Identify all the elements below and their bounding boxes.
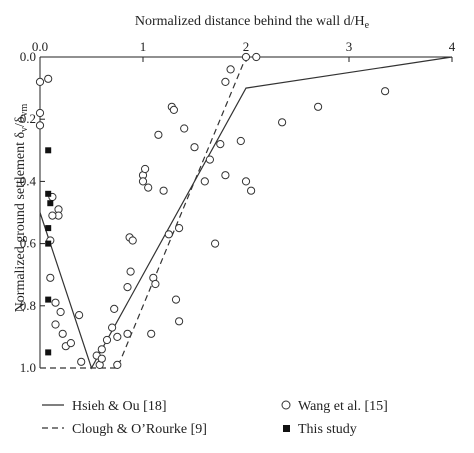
y-tick-label: 1.0: [20, 360, 36, 375]
y-tick-label: 0.2: [20, 111, 36, 126]
x-tick-label: 4: [449, 39, 456, 54]
x-tick-label: 2: [243, 39, 250, 54]
data-point-wang-et-al-15: [46, 273, 55, 282]
data-point-wang-et-al-15: [141, 164, 150, 174]
legend-label-this-study: This study: [298, 422, 357, 437]
data-point-wang-et-al-15: [48, 211, 57, 220]
data-point-wang-et-al-15: [252, 52, 261, 62]
data-point-wang-et-al-15: [138, 177, 148, 186]
data-point-wang-et-al-15: [123, 283, 132, 292]
data-point-wang-et-al-15: [247, 186, 256, 195]
data-point-wang-et-al-15: [51, 298, 60, 307]
series-line-hsieh-ou-18: [39, 56, 453, 370]
data-point-wang-et-al-15: [58, 329, 67, 338]
y-tick-label: 0.4: [20, 173, 37, 188]
x-tick-label: 3: [346, 39, 353, 54]
legend-label-wang-et-al-15: Wang et al. [15]: [298, 399, 388, 414]
data-point-wang-et-al-15: [151, 279, 160, 289]
data-point-wang-et-al-15: [128, 236, 137, 245]
data-point-wang-et-al-15: [35, 77, 45, 87]
data-point-wang-et-al-15: [44, 74, 53, 83]
legend-swatch-this-study: [283, 425, 290, 432]
data-point-wang-et-al-15: [226, 65, 235, 74]
data-point-wang-et-al-15: [147, 329, 156, 338]
data-point-wang-et-al-15: [175, 317, 184, 326]
data-point-this-study: [45, 296, 52, 303]
x-tick-label: 1: [140, 39, 147, 54]
data-point-wang-et-al-15: [35, 121, 45, 130]
data-point-wang-et-al-15: [221, 77, 230, 87]
data-point-wang-et-al-15: [221, 171, 230, 180]
y-axis-title-mid: /δ: [13, 116, 28, 127]
data-point-wang-et-al-15: [126, 267, 135, 276]
data-point-wang-et-al-15: [278, 118, 287, 127]
y-tick-label: 0.6: [20, 236, 37, 251]
data-point-this-study: [45, 147, 52, 154]
data-point-wang-et-al-15: [75, 311, 84, 320]
data-point-wang-et-al-15: [113, 332, 122, 341]
data-point-wang-et-al-15: [211, 239, 220, 248]
legend-label-clough-o-rourke-9: Clough & O’Rourke [9]: [72, 422, 207, 437]
data-point-wang-et-al-15: [123, 329, 132, 338]
data-point-wang-et-al-15: [236, 136, 245, 146]
data-point-wang-et-al-15: [314, 102, 323, 111]
y-axis-title-subscript-1: v: [19, 127, 30, 132]
data-point-wang-et-al-15: [56, 307, 65, 317]
data-point-wang-et-al-15: [66, 339, 76, 348]
y-axis-title: Normalized ground settlement δv/δvm: [13, 103, 30, 312]
x-axis-title: Normalized distance behind the wall d/He: [135, 14, 370, 31]
data-point-wang-et-al-15: [35, 108, 45, 118]
data-point-wang-et-al-15: [216, 140, 225, 149]
legend-swatch-wang-et-al-15: [281, 400, 291, 410]
data-point-wang-et-al-15: [97, 354, 106, 363]
data-point-wang-et-al-15: [171, 295, 181, 304]
data-point-this-study: [45, 349, 52, 356]
data-point-wang-et-al-15: [190, 143, 199, 152]
data-point-wang-et-al-15: [241, 52, 251, 62]
data-point-wang-et-al-15: [110, 304, 119, 313]
data-point-wang-et-al-15: [205, 155, 214, 164]
data-point-wang-et-al-15: [154, 130, 163, 139]
data-point-wang-et-al-15: [144, 183, 153, 192]
data-point-this-study: [45, 225, 52, 232]
legend-label-hsieh-ou-18: Hsieh & Ou [18]: [72, 399, 167, 414]
data-point-wang-et-al-15: [169, 105, 178, 115]
legend: Hsieh & Ou [18] Clough & O’Rourke [9] Wang…: [42, 399, 388, 437]
data-point-wang-et-al-15: [102, 335, 112, 345]
data-point-wang-et-al-15: [159, 186, 168, 195]
data-point-wang-et-al-15: [175, 224, 184, 233]
data-point-wang-et-al-15: [241, 177, 251, 186]
x-tick-label: 0.0: [32, 39, 48, 54]
data-point-wang-et-al-15: [77, 357, 86, 366]
y-tick-label: 0.8: [20, 298, 36, 313]
data-point-this-study: [45, 240, 52, 247]
data-point-wang-et-al-15: [51, 320, 60, 329]
x-axis-title-subscript: e: [365, 20, 370, 31]
series-line-clough-o-rourke-9: [40, 56, 247, 369]
data-point-wang-et-al-15: [180, 124, 189, 133]
y-tick-label: 0.0: [20, 49, 36, 64]
y-axis-title-subscript-2: vm: [19, 103, 30, 116]
data-point-wang-et-al-15: [113, 360, 122, 369]
data-point-wang-et-al-15: [164, 230, 173, 239]
data-point-wang-et-al-15: [108, 323, 117, 332]
plot-area: 0.0 1 2 3 4 0.0 0.2 0.4 0.6 0.8 1.0: [20, 39, 456, 375]
data-point-this-study: [45, 190, 52, 197]
data-point-wang-et-al-15: [200, 177, 209, 186]
data-point-wang-et-al-15: [381, 87, 390, 96]
data-point-wang-et-al-15: [97, 345, 106, 354]
data-point-this-study: [47, 200, 54, 207]
